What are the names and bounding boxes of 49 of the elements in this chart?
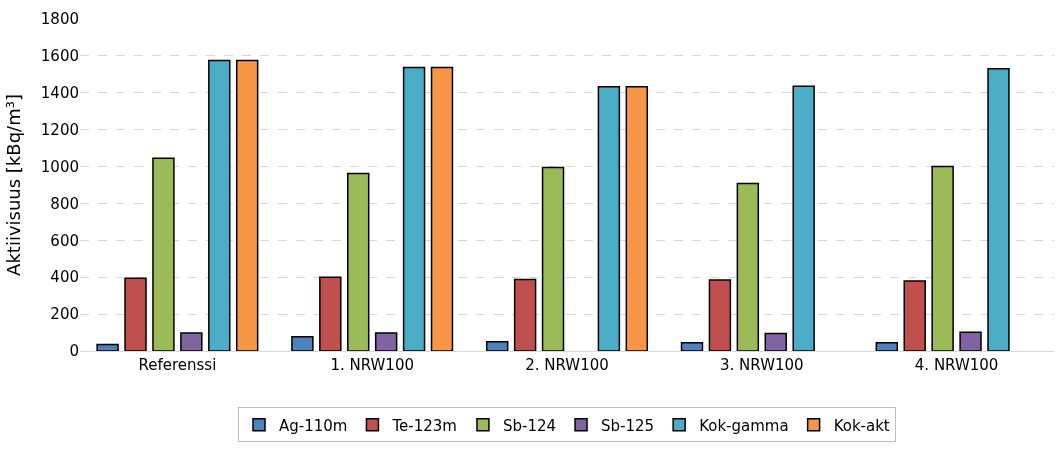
x-tick-label: 3. NRW100 [720,356,804,374]
y-tick-label: 400 [50,268,79,287]
bar [513,278,537,351]
y-axis-title: Aktiivisuus [kBq/m³] [3,94,25,276]
legend-label: Te-123m [391,416,457,435]
legend-label: Ag-110m [279,416,348,435]
y-tick-label: 800 [50,194,79,213]
bar [792,85,815,351]
y-tick-label: 1600 [40,47,79,66]
x-tick-label: Referenssi [138,356,217,374]
bar [430,66,454,351]
bar [625,85,649,351]
bar [235,59,259,351]
bar [124,277,147,351]
bar [875,341,899,351]
legend-label: Sb-124 [502,416,557,435]
bar [347,172,370,351]
y-tick-label: 200 [50,305,79,324]
bar [680,341,704,351]
y-tick-label: 1200 [40,120,79,139]
x-tick-label: 4. NRW100 [914,356,999,374]
bar [541,166,565,351]
y-tick-label: 0 [69,342,79,361]
bar [903,280,926,351]
bar [959,331,982,351]
bar [319,276,342,351]
bar [485,341,509,351]
x-tick-label: 1. NRW100 [330,356,414,374]
bar [402,66,426,351]
bar [736,182,760,351]
legend-label: Kok-gamma [699,416,789,435]
bar [96,343,119,351]
bar [374,332,398,351]
bar [931,165,954,351]
y-tick-label: 1000 [40,157,79,176]
bar [987,68,1010,351]
bar [180,332,203,351]
x-tick-label: 2. NRW100 [525,356,609,374]
bar [764,332,787,351]
bar [152,157,175,351]
bar [291,336,314,351]
y-tick-label: 1800 [40,10,79,29]
y-tick-label: 600 [50,231,79,250]
legend-label: Sb-125 [601,416,655,435]
y-tick-label: 1400 [40,84,79,103]
bar [708,279,732,351]
bar [208,59,231,351]
legend-label: Kok-akt [833,416,890,435]
bar [597,85,621,351]
